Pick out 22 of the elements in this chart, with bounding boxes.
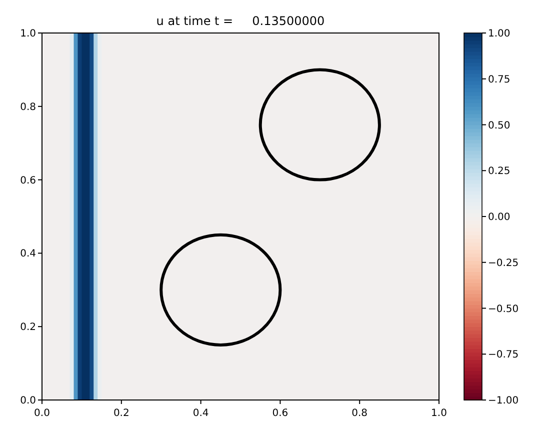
x-tick-label: 0.4 xyxy=(192,408,209,419)
color-bar-label: 0.50 xyxy=(488,120,510,132)
x-tick-label: 1.0 xyxy=(431,408,447,419)
x-tick-label: 0.2 xyxy=(113,408,130,419)
x-tick-label: 0.8 xyxy=(352,408,368,419)
color-bar-label: 0.75 xyxy=(488,74,510,86)
color-bar-label: 0.00 xyxy=(488,212,510,223)
y-tick-label: 0.2 xyxy=(20,322,36,334)
x-tick-label: 0.6 xyxy=(272,408,288,419)
color-bar-label: −0.25 xyxy=(488,258,519,269)
x-tick-label: 0.0 xyxy=(34,408,50,419)
y-tick-label: 0.8 xyxy=(20,102,36,113)
y-tick-label: 0.4 xyxy=(20,248,36,260)
color-bar-label: −0.50 xyxy=(488,304,519,315)
y-tick-label: 0.6 xyxy=(20,175,36,186)
chart-title: u at time t = 0.13500000 xyxy=(156,14,325,28)
color-bar-label: −1.00 xyxy=(488,396,519,406)
color-bar-label: −0.75 xyxy=(488,350,519,361)
color-bar-label: 1.00 xyxy=(488,28,510,40)
y-tick-label: 0.0 xyxy=(20,396,36,406)
y-tick-label: 1.0 xyxy=(20,28,36,40)
color-bar-label: 0.25 xyxy=(488,166,510,178)
